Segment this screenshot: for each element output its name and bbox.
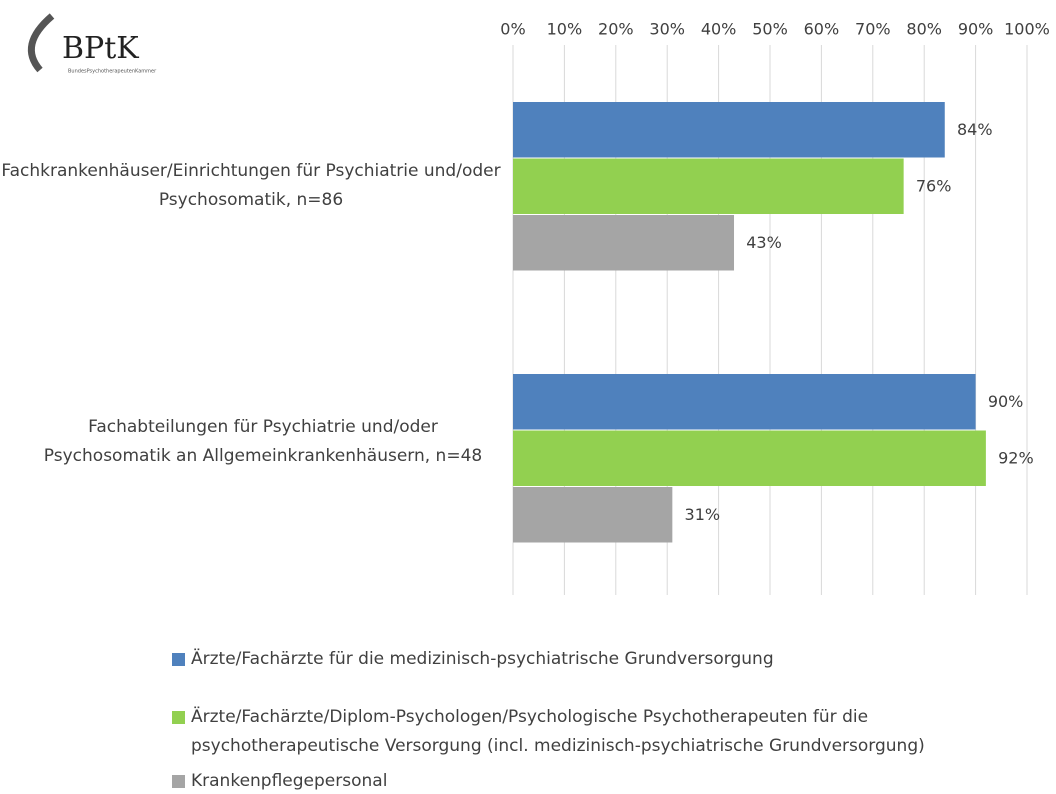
x-tick-label: 70% (855, 20, 891, 39)
category-label: Fachabteilungen für Psychiatrie und/oder… (43, 417, 483, 466)
logo-subtitle: BundesPsychotherapeutenKammer (68, 69, 157, 75)
x-tick-label: 0% (500, 20, 525, 39)
data-label: 92% (998, 448, 1034, 467)
legend-swatch (172, 711, 185, 724)
x-tick-label: 30% (649, 20, 685, 39)
legend-text: Ärzte/Fachärzte/Diplom-Psychologen/Psych… (191, 707, 925, 756)
x-tick-label: 100% (1004, 20, 1050, 39)
data-label: 90% (988, 392, 1024, 411)
x-tick-label: 60% (804, 20, 840, 39)
data-label: 43% (746, 233, 782, 252)
data-label: 76% (916, 176, 952, 195)
bar (513, 158, 904, 214)
bar (513, 215, 735, 271)
legend-swatch (172, 653, 185, 666)
bar (513, 374, 976, 430)
x-tick-label: 20% (598, 20, 634, 39)
legend-text: Ärzte/Fachärzte für die medizinisch-psyc… (191, 649, 774, 669)
bar (513, 487, 673, 543)
category-label: Fachkrankenhäuser/Einrichtungen für Psyc… (1, 161, 501, 210)
legend-text: Krankenpflegepersonal (191, 771, 388, 791)
x-tick-label: 40% (701, 20, 737, 39)
bar (513, 102, 945, 158)
data-label: 31% (685, 505, 721, 524)
logo-text: BPtK (62, 31, 139, 66)
x-tick-label: 90% (958, 20, 994, 39)
bar (513, 430, 986, 486)
x-tick-label: 50% (752, 20, 788, 39)
legend-swatch (172, 775, 185, 788)
x-tick-label: 10% (547, 20, 583, 39)
x-tick-label: 80% (906, 20, 942, 39)
data-label: 84% (957, 120, 993, 139)
logo-arc (28, 13, 55, 73)
